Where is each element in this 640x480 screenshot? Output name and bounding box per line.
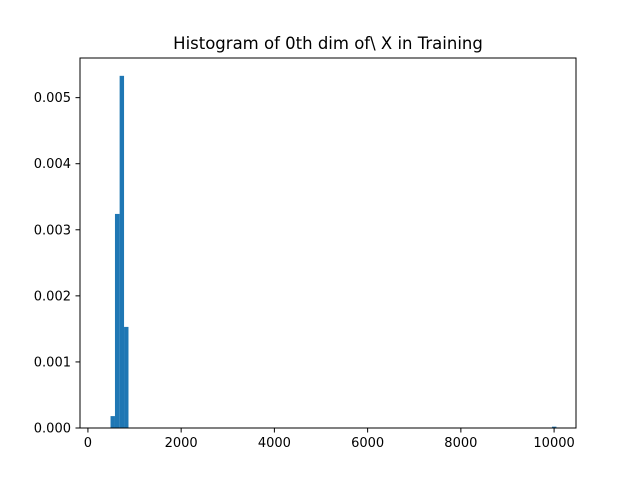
histogram-bar [119,75,125,428]
y-tick-label: 0.004 [34,157,71,172]
x-tick-label: 2000 [165,436,198,451]
histogram-bar [124,326,129,428]
plot-frame [79,57,577,429]
histogram-bar [114,213,120,428]
y-tick-label: 0.000 [34,422,71,437]
chart-title: Histogram of 0th dim of\ X in Training [173,34,483,53]
x-tick-label: 6000 [351,436,384,451]
y-tick-label: 0.001 [34,355,71,370]
x-tick-label: 10000 [533,436,574,451]
x-tick-label: 4000 [258,436,291,451]
x-tick-label: 0 [84,436,92,451]
x-tick-label: 8000 [444,436,477,451]
histogram-bar [551,426,557,428]
y-tick-label: 0.005 [34,91,71,106]
y-axis: 0.000 0.001 0.002 0.003 0.004 0.005 [34,91,80,437]
histogram-bar [110,416,115,428]
y-tick-label: 0.002 [34,289,71,304]
histogram-bars [110,75,557,428]
x-axis: 0 2000 4000 6000 8000 10000 [84,428,575,451]
y-tick-label: 0.003 [34,223,71,238]
